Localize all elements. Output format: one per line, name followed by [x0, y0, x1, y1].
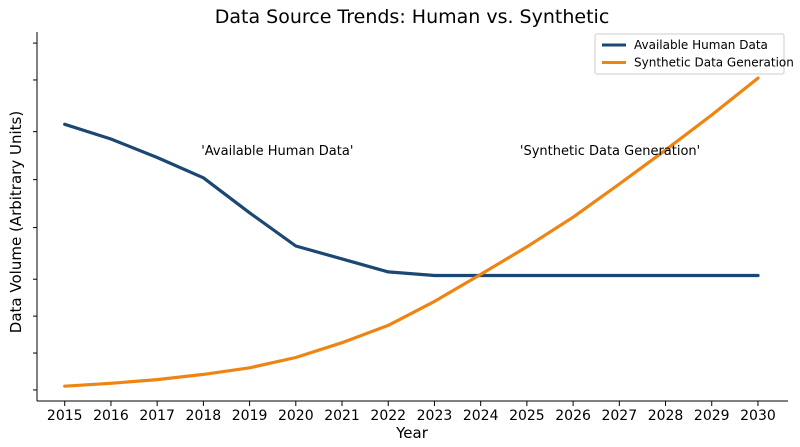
x-tick-label: 2020: [278, 408, 314, 424]
x-tick-label: 2026: [555, 408, 591, 424]
x-tick-label: 2015: [47, 408, 83, 424]
annotations: 'Available Human Data' 'Synthetic Data Ge…: [201, 144, 700, 159]
x-tick-label: 2022: [370, 408, 406, 424]
series-line-synthetic: [63, 76, 760, 388]
x-tick-label: 2025: [509, 408, 545, 424]
x-tick-label: 2029: [694, 408, 730, 424]
legend: Available Human Data Synthetic Data Gener…: [594, 33, 794, 75]
x-tick-label: 2016: [93, 408, 129, 424]
x-tick-label: 2030: [740, 408, 776, 424]
annotation-text: 'Synthetic Data Generation': [520, 144, 700, 159]
chart-title: Data Source Trends: Human vs. Synthetic: [215, 6, 610, 28]
series-line-human: [63, 122, 760, 278]
legend-box: [594, 33, 785, 75]
x-tick-label: 2023: [417, 408, 453, 424]
x-tick-label: 2019: [232, 408, 268, 424]
legend-label: Synthetic Data Generation: [634, 56, 794, 70]
y-ticks: [33, 42, 37, 391]
annotation-text: 'Available Human Data': [201, 144, 353, 159]
series-group: [63, 76, 760, 388]
x-ticks: 2015 2016 2017 2018 2019 2020 2021 2022 2023 2024…: [47, 401, 776, 424]
x-tick-label: 2028: [648, 408, 684, 424]
x-tick-label: 2018: [186, 408, 222, 424]
legend-label: Available Human Data: [634, 38, 768, 52]
x-tick-label: 2027: [601, 408, 637, 424]
y-axis-label: Data Volume (Arbitrary Units): [7, 111, 25, 333]
x-axis-label: Year: [395, 424, 429, 442]
x-tick-label: 2024: [463, 408, 499, 424]
x-tick-label: 2021: [324, 408, 360, 424]
x-tick-label: 2017: [139, 408, 175, 424]
